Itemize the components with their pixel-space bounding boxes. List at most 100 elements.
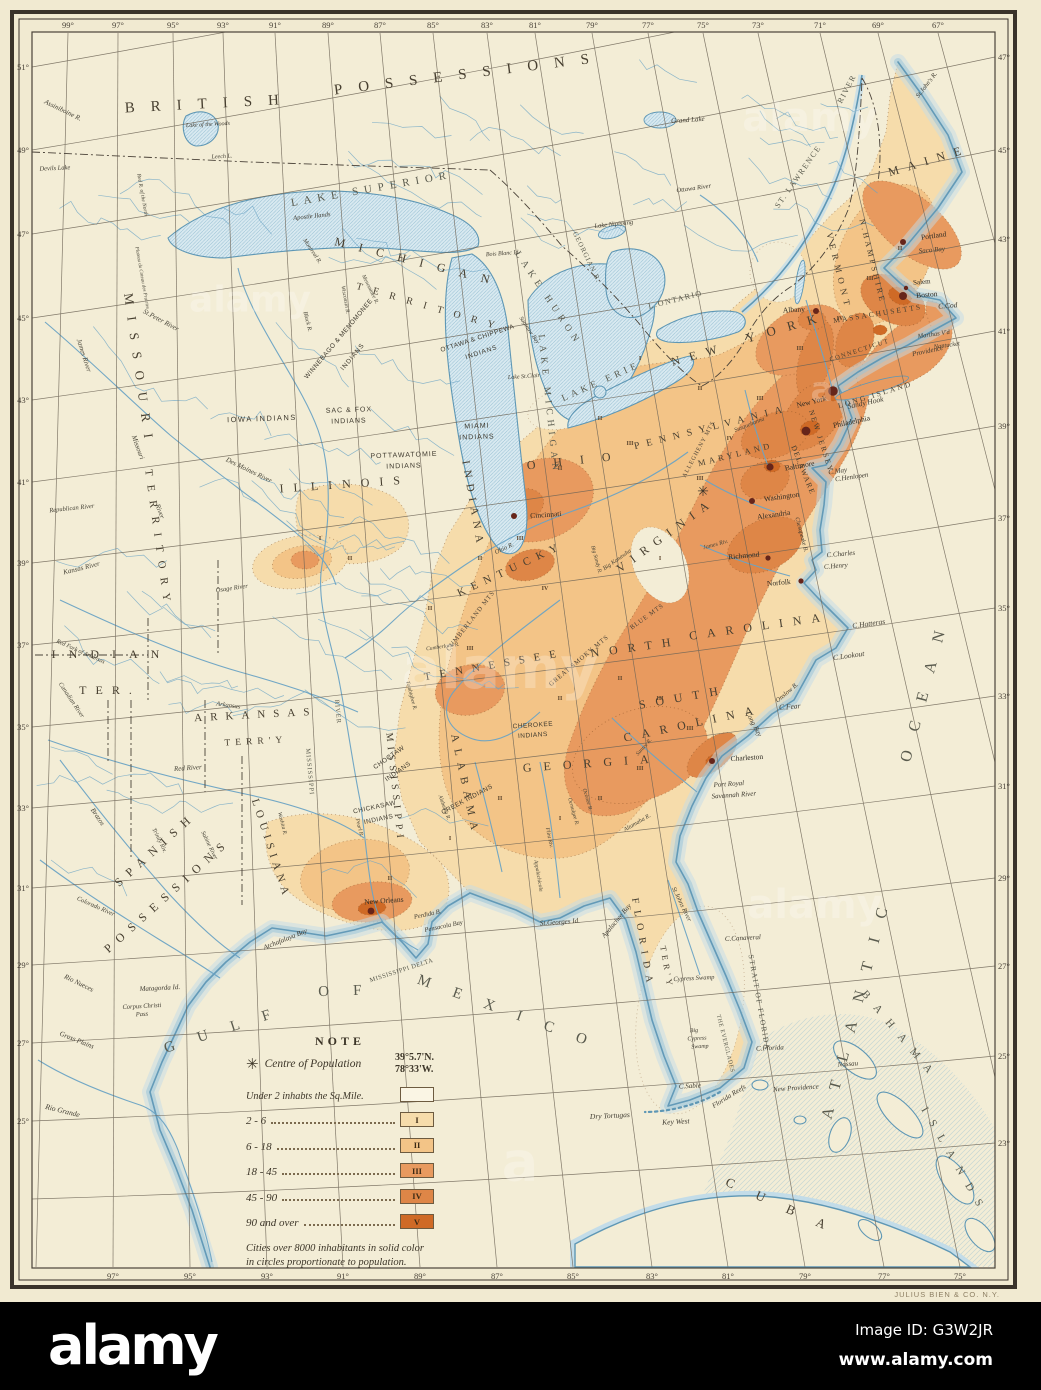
center-of-population-icon: ✳ <box>246 1056 259 1073</box>
latitude-tick-right: 25° <box>998 1051 1010 1061</box>
longitude-tick-top: 75° <box>697 20 709 30</box>
latitude-tick-left: 37° <box>17 640 29 650</box>
latitude-tick-right: 23° <box>998 1138 1010 1148</box>
alamy-bar: alamy Image ID: G3W2JR www.alamy.com <box>0 1302 1041 1390</box>
longitude-tick-top: 95° <box>167 20 179 30</box>
map-label: Key West <box>661 1116 691 1127</box>
longitude-tick-top: 71° <box>814 20 826 30</box>
map-label: Bois Blanc Id. <box>486 250 521 258</box>
map-label: Matagorda Id. <box>138 983 180 993</box>
map-label: Richmond <box>728 550 760 562</box>
map-label: II <box>348 556 353 562</box>
latitude-tick-right: 43° <box>998 234 1010 244</box>
city-dot <box>899 292 907 300</box>
longitude-tick-top: 83° <box>481 20 493 30</box>
legend-row: 45 - 90 IV <box>246 1188 434 1204</box>
legend-range-label: 6 - 18 <box>246 1140 272 1153</box>
map-label: II <box>478 556 483 562</box>
city-dot <box>798 578 804 584</box>
legend-swatch: V <box>400 1214 434 1229</box>
dotted-leader <box>271 1122 395 1124</box>
legend-range-label: 18 - 45 <box>246 1166 278 1178</box>
longitude-tick-bottom: 87° <box>491 1271 503 1281</box>
map-label: C.Fear <box>779 701 801 712</box>
map-label: C.May <box>828 466 849 477</box>
map-label: III <box>626 441 634 447</box>
latitude-tick-left: 39° <box>17 558 29 568</box>
map-label: Flint Riv. <box>544 826 554 848</box>
city-dot <box>749 498 755 504</box>
map-label: C.Sable <box>679 1081 701 1090</box>
map-label: INDIANS <box>331 417 367 425</box>
map-label: SAC & FOX <box>326 406 373 415</box>
latitude-tick-right: 31° <box>998 781 1010 791</box>
map-label: Washita R. <box>276 812 288 836</box>
alamy-url[interactable]: www.alamy.com <box>838 1350 993 1371</box>
longitude-tick-top: 79° <box>586 20 598 30</box>
map-label: I <box>519 656 522 662</box>
city-dot <box>801 426 811 436</box>
longitude-tick-top: 87° <box>374 20 386 30</box>
center-of-population-star: ✳ <box>697 485 709 500</box>
map-label: Portland <box>920 229 947 241</box>
legend-footnote: Cities over 8000 inhabitants in solid co… <box>246 1243 424 1268</box>
longitude-tick-bottom: 75° <box>954 1271 966 1281</box>
map-label: III <box>636 766 644 772</box>
legend-row: 6 - 18 II <box>246 1137 434 1153</box>
legend-swatch: III <box>400 1163 434 1178</box>
longitude-tick-top: 77° <box>642 20 654 30</box>
map-label: Red River <box>173 763 203 773</box>
legend-range-label: 90 and over <box>246 1217 299 1229</box>
latitude-tick-right: 29° <box>998 873 1010 883</box>
image-meta: Image ID: G3W2JR www.alamy.com <box>839 1316 993 1377</box>
legend-rows: Under 2 inhabts the Sq.Mile. 2 - 6 I 6 - 18… <box>246 1086 434 1229</box>
map-label: I <box>449 836 452 842</box>
map-label: Swamp <box>691 1044 709 1051</box>
legend-row: 2 - 6 I <box>246 1112 434 1127</box>
map-label: Saco Bay <box>918 245 946 255</box>
longitude-tick-top: 81° <box>529 20 541 30</box>
map-label: III <box>696 476 704 482</box>
dotted-leader <box>282 1173 395 1175</box>
longitude-tick-bottom: 95° <box>184 1271 196 1281</box>
map-sheet: BRITISH POSSESSIONS MISSOURI TERRITORY MICHI… <box>10 10 1017 1299</box>
map-label: Corpus Christi <box>122 1002 161 1011</box>
engraver-credit: JULIUS BIEN & CO. N.Y. <box>894 1290 1000 1299</box>
map-label: III <box>516 536 524 542</box>
map-label: Salem <box>913 277 932 287</box>
legend-row: Under 2 inhabts the Sq.Mile. <box>246 1086 434 1102</box>
map-label: Cypress <box>687 1035 707 1042</box>
map-label: INDIANS <box>518 731 548 740</box>
map-label: III <box>796 346 804 352</box>
latitude-tick-right: 37° <box>998 513 1010 523</box>
city-dot <box>709 758 715 764</box>
city-dot <box>367 907 375 915</box>
alamy-logo[interactable]: alamy <box>48 1314 219 1377</box>
longitude-tick-bottom: 79° <box>799 1271 811 1281</box>
map-label: II <box>598 796 603 802</box>
longitude-tick-top: 73° <box>752 20 764 30</box>
map-label: Republican River <box>48 503 95 515</box>
map-label: Norfolk <box>767 577 792 588</box>
map-label: New Orleans <box>364 895 404 907</box>
latitude-tick-left: 29° <box>17 960 29 970</box>
map-label: TERR'Y <box>224 735 287 748</box>
map-label: Big <box>690 1028 699 1034</box>
latitude-tick-right: 27° <box>998 961 1010 971</box>
map-label: Leech L. <box>210 153 232 160</box>
map-legend: NOTE ✳ Centre of Population 39°5.7'N. 78… <box>246 1034 434 1269</box>
map-label: IV <box>542 586 549 592</box>
legend-title: NOTE <box>314 1034 365 1048</box>
map-label: Cincinnati <box>530 509 562 520</box>
map-label: III <box>866 276 874 282</box>
latitude-tick-left: 45° <box>17 313 29 323</box>
map-label: II <box>698 386 703 392</box>
map-label: C.Henry <box>824 561 849 571</box>
longitude-tick-bottom: 81° <box>722 1271 734 1281</box>
map-label: Lake St.Clair <box>507 373 541 381</box>
map-label: MIAMI <box>464 423 489 431</box>
map-label: C.Lookout <box>832 649 865 662</box>
latitude-tick-left: 27° <box>17 1038 29 1048</box>
center-of-population-key: ✳ Centre of Population 39°5.7'N. 78°33'W… <box>246 1052 434 1076</box>
